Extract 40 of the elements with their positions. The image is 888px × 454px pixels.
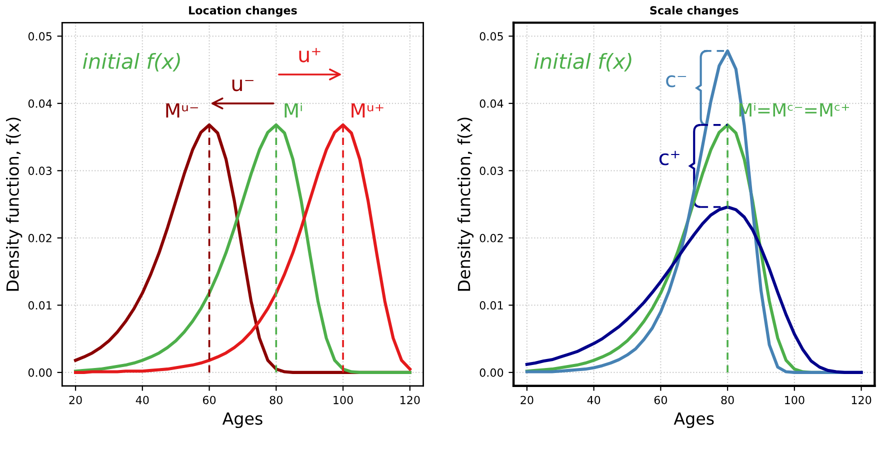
- x-tick-label: 40: [136, 396, 149, 404]
- y-tick-label: 0.05: [28, 32, 52, 41]
- x-tick-label: 20: [69, 396, 82, 404]
- x-tick-label: 80: [721, 396, 734, 404]
- x-axis-title: Ages: [222, 412, 262, 428]
- annotation: c⁻: [666, 75, 686, 88]
- y-axis-title: Density function, f(x): [457, 118, 474, 291]
- y-tick-label: 0.05: [480, 32, 503, 41]
- annotation: u⁺: [299, 48, 320, 62]
- x-tick-label: 80: [270, 396, 282, 404]
- x-tick-label: 40: [587, 396, 600, 404]
- y-tick-label: 0.01: [28, 301, 52, 310]
- annotation: Mⁱ: [284, 102, 302, 118]
- annotation: Mᵘ⁻: [166, 103, 198, 118]
- y-tick-label: 0.02: [480, 234, 503, 242]
- x-tick-label: 120: [852, 396, 872, 404]
- y-tick-label: 0.01: [480, 301, 503, 310]
- y-tick-label: 0.04: [28, 99, 52, 108]
- x-tick-label: 120: [400, 396, 420, 404]
- x-axis-title: Ages: [674, 412, 714, 428]
- chart-title: Location changes: [189, 6, 297, 17]
- y-tick-label: 0.04: [480, 99, 504, 108]
- annotation: c⁺: [659, 150, 680, 166]
- y-tick-label: 0.03: [28, 166, 52, 176]
- y-axis-title: Density function, f(x): [6, 118, 22, 291]
- annotation: u⁻: [232, 79, 254, 92]
- x-tick-label: 60: [654, 396, 668, 404]
- annotation: initial f(x): [82, 52, 180, 72]
- y-tick-label: 0.02: [28, 234, 52, 242]
- chart-title: Scale changes: [650, 6, 738, 17]
- y-tick-label: 0.00: [480, 368, 504, 377]
- x-tick-label: 100: [334, 396, 353, 404]
- line-series: [525, 205, 863, 374]
- x-tick-label: 60: [202, 396, 216, 404]
- y-tick-label: 0.03: [480, 166, 503, 176]
- x-tick-label: 20: [520, 396, 534, 404]
- y-tick-label: 0.00: [28, 368, 52, 377]
- x-tick-label: 100: [785, 396, 804, 404]
- annotation: initial f(x): [534, 52, 632, 72]
- annotation: Mᵘ⁺: [352, 103, 384, 118]
